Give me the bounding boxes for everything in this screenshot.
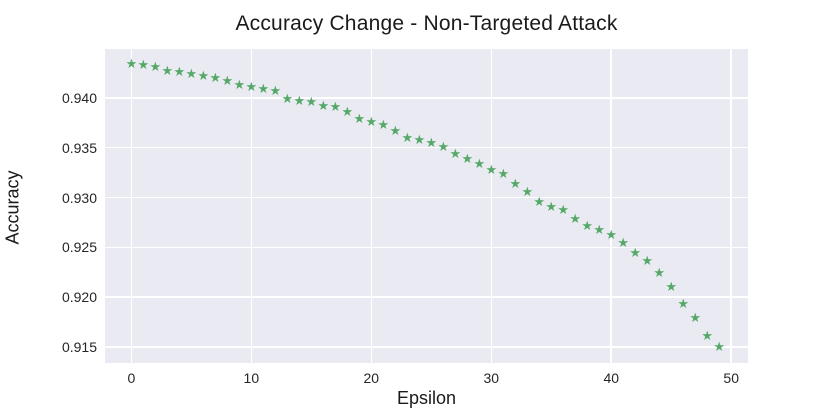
x-tick-label: 10 bbox=[243, 370, 260, 386]
scatter-point-star-icon: ★ bbox=[401, 129, 414, 145]
y-gridline bbox=[105, 346, 748, 348]
y-tick-label: 0.925 bbox=[61, 239, 97, 256]
scatter-point-star-icon: ★ bbox=[173, 63, 186, 79]
scatter-point-star-icon: ★ bbox=[509, 175, 522, 191]
y-gridline bbox=[105, 246, 748, 249]
scatter-point-star-icon: ★ bbox=[569, 211, 582, 227]
scatter-point-star-icon: ★ bbox=[557, 202, 570, 218]
scatter-point-star-icon: ★ bbox=[581, 218, 594, 234]
scatter-point-star-icon: ★ bbox=[389, 122, 402, 138]
scatter-point-star-icon: ★ bbox=[341, 103, 354, 119]
scatter-point-star-icon: ★ bbox=[197, 67, 210, 83]
scatter-point-star-icon: ★ bbox=[629, 245, 642, 261]
scatter-point-star-icon: ★ bbox=[497, 165, 510, 181]
scatter-point-star-icon: ★ bbox=[137, 56, 150, 72]
scatter-point-star-icon: ★ bbox=[701, 328, 714, 344]
x-tick-label: 30 bbox=[483, 370, 500, 386]
scatter-point-star-icon: ★ bbox=[677, 296, 690, 312]
scatter-point-star-icon: ★ bbox=[665, 279, 678, 295]
scatter-point-star-icon: ★ bbox=[329, 98, 342, 114]
x-gridline bbox=[730, 49, 732, 363]
scatter-point-star-icon: ★ bbox=[221, 72, 234, 88]
x-tick-label: 20 bbox=[363, 370, 380, 386]
scatter-point-star-icon: ★ bbox=[689, 310, 702, 326]
y-tick-label: 0.930 bbox=[61, 189, 97, 206]
scatter-point-star-icon: ★ bbox=[653, 265, 666, 281]
x-gridline bbox=[490, 49, 493, 363]
y-gridline bbox=[105, 146, 748, 149]
scatter-point-star-icon: ★ bbox=[149, 58, 162, 74]
scatter-point-star-icon: ★ bbox=[473, 155, 486, 171]
x-tick-label: 40 bbox=[603, 370, 620, 386]
y-tick-label: 0.935 bbox=[61, 139, 97, 156]
scatter-point-star-icon: ★ bbox=[461, 150, 474, 166]
scatter-point-star-icon: ★ bbox=[233, 76, 246, 92]
y-gridline bbox=[105, 97, 748, 99]
scatter-point-star-icon: ★ bbox=[161, 62, 174, 78]
scatter-point-star-icon: ★ bbox=[413, 131, 426, 147]
y-axis-label: Accuracy bbox=[2, 170, 23, 245]
y-tick-label: 0.920 bbox=[61, 289, 97, 306]
scatter-point-star-icon: ★ bbox=[521, 183, 534, 199]
y-gridline bbox=[105, 196, 748, 199]
scatter-point-star-icon: ★ bbox=[209, 69, 222, 85]
scatter-point-star-icon: ★ bbox=[449, 145, 462, 161]
y-tick-label: 0.915 bbox=[61, 339, 97, 356]
scatter-point-star-icon: ★ bbox=[593, 222, 606, 238]
x-tick-label: 50 bbox=[723, 370, 739, 386]
x-axis-label: Epsilon bbox=[396, 388, 457, 408]
scatter-point-star-icon: ★ bbox=[377, 116, 390, 132]
scatter-point-star-icon: ★ bbox=[641, 253, 654, 269]
scatter-point-star-icon: ★ bbox=[545, 199, 558, 215]
x-gridline bbox=[130, 49, 133, 363]
x-gridline bbox=[370, 49, 373, 363]
scatter-point-star-icon: ★ bbox=[353, 110, 366, 126]
x-tick-label: 0 bbox=[127, 370, 136, 386]
x-gridline bbox=[610, 49, 612, 363]
y-gridline bbox=[105, 296, 748, 298]
scatter-point-star-icon: ★ bbox=[293, 92, 306, 108]
scatter-point-star-icon: ★ bbox=[185, 65, 198, 81]
plot-area: ★ ★ ★ ★ ★ ★ ★ ★ ★ ★ ★ ★ ★ ★ ★ ★ ★ ★ ★ ★ ★ ★ ★ ★ ★ ★ ★ ★ ★ ★ ★ ★ ★ ★ ★ ★ ★ ★ ★ ★… bbox=[105, 49, 748, 363]
scatter-point-star-icon: ★ bbox=[317, 97, 330, 113]
scatter-point-star-icon: ★ bbox=[257, 80, 270, 96]
x-gridline bbox=[250, 49, 253, 363]
scatter-point-star-icon: ★ bbox=[269, 82, 282, 98]
chart-title: Accuracy Change - Non-Targeted Attack bbox=[235, 12, 618, 35]
y-tick-label: 0.940 bbox=[61, 89, 97, 106]
